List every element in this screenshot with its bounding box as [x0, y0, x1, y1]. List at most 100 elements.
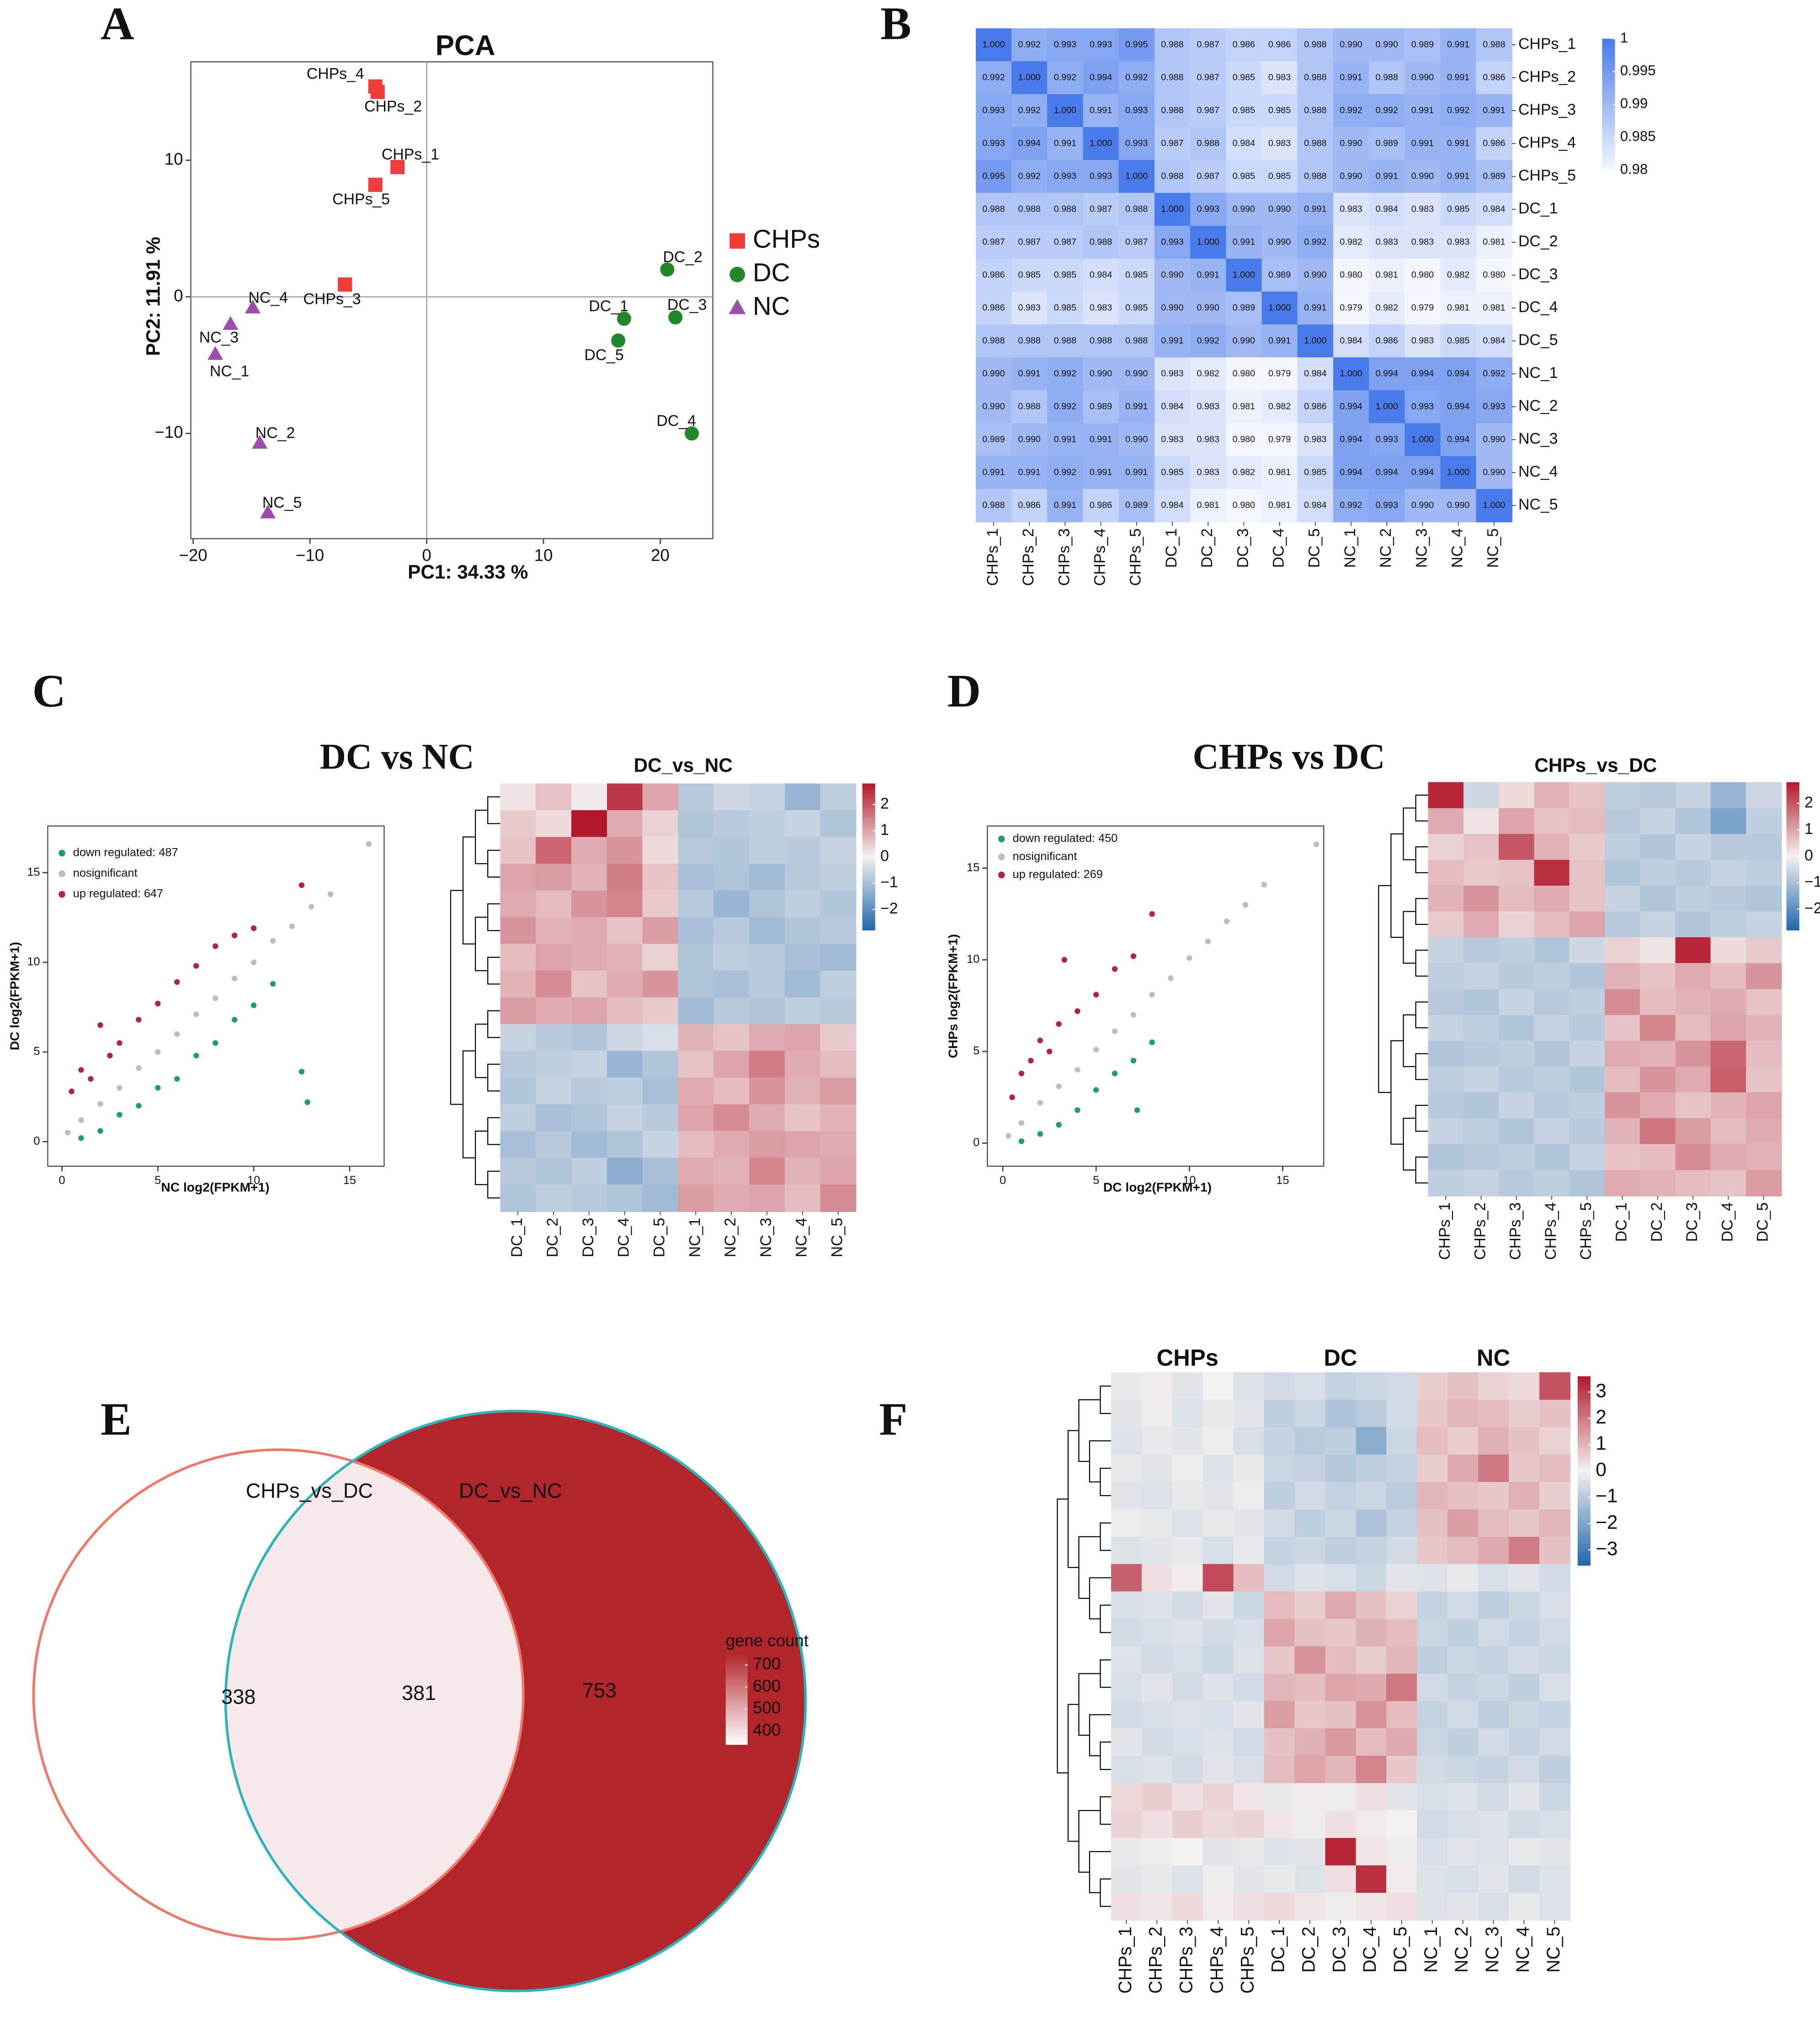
cell — [1640, 1092, 1676, 1119]
cell-label: 0.990 — [1197, 303, 1219, 313]
cell — [1333, 61, 1370, 95]
legend-label: CHPs — [753, 224, 820, 253]
cell — [1203, 1536, 1234, 1565]
cell-label: 0.990 — [1411, 72, 1434, 82]
dendrogram — [462, 1050, 476, 1158]
cell — [1118, 259, 1155, 292]
cell-label: 0.990 — [1411, 500, 1434, 510]
cell — [1356, 1646, 1387, 1674]
x-tick-label: 15 — [343, 1174, 356, 1187]
cell-label: 0.991 — [1447, 138, 1469, 148]
cell — [536, 971, 572, 998]
cell-label: 0.991 — [1304, 204, 1326, 214]
cell — [1264, 1400, 1295, 1428]
point — [252, 435, 268, 449]
cell — [1261, 61, 1298, 95]
dendrogram — [1100, 1742, 1111, 1770]
cell — [1141, 1756, 1173, 1784]
cell-label: 0.989 — [982, 434, 1005, 444]
dendrogram — [1415, 1053, 1428, 1080]
cell — [1417, 1619, 1448, 1647]
cell — [1508, 1892, 1540, 1921]
cell — [1172, 1865, 1203, 1893]
cell-label: 0.992 — [1376, 105, 1398, 115]
cell — [1569, 1014, 1606, 1041]
cell-label: 0.985 — [1268, 105, 1291, 115]
cell — [1264, 1728, 1295, 1757]
cell — [1154, 127, 1191, 161]
count-label: 338 — [221, 1685, 255, 1709]
cell-label: 0.992 — [1054, 401, 1076, 411]
cell — [1083, 390, 1119, 424]
cell — [713, 1024, 750, 1051]
cell-label: 0.983 — [1161, 434, 1183, 444]
cell — [1083, 160, 1119, 194]
cell — [1369, 226, 1405, 260]
point-label: CHPs_3 — [303, 290, 361, 308]
cell — [1011, 94, 1048, 128]
cell-label: 0.991 — [1268, 335, 1291, 345]
point — [1037, 1131, 1043, 1137]
point-label: CHPs_5 — [332, 191, 390, 208]
cell — [536, 917, 572, 945]
cell-label: 0.983 — [1268, 72, 1291, 82]
cell — [1569, 937, 1606, 964]
cell — [1297, 160, 1334, 194]
cell — [1569, 911, 1606, 938]
cell-label: 0.980 — [1411, 270, 1434, 280]
panel-label: F — [879, 1393, 907, 1444]
cell — [1294, 1509, 1326, 1537]
cell-label: 0.985 — [1161, 467, 1183, 477]
cell-label: 0.982 — [1233, 467, 1255, 477]
point-label: DC_1 — [589, 297, 628, 315]
cell — [1141, 1400, 1173, 1428]
cell-label: 0.991 — [982, 467, 1005, 477]
cell — [1499, 834, 1535, 860]
cell — [642, 1078, 679, 1105]
cell — [1508, 1591, 1540, 1620]
cell-label: 0.990 — [1233, 335, 1255, 345]
cell — [500, 997, 537, 1025]
cell — [713, 783, 750, 811]
dendrogram — [487, 1063, 500, 1092]
point — [338, 277, 352, 292]
point — [136, 1017, 142, 1023]
cell — [1154, 28, 1191, 62]
cell — [1226, 324, 1262, 358]
cell-label: 0.991 — [1411, 105, 1434, 115]
cell — [749, 1104, 786, 1132]
point — [97, 1101, 103, 1107]
cell-label: 0.993 — [1125, 105, 1148, 115]
cell — [975, 489, 1012, 523]
plot-frame — [987, 825, 1325, 1167]
cell-label: 0.992 — [1483, 368, 1505, 378]
cell — [749, 971, 786, 998]
cell — [1294, 1701, 1326, 1729]
cell — [1675, 1067, 1711, 1093]
y-axis-label: DC log2(FPKM+1) — [7, 942, 21, 1050]
cell-label: 0.984 — [1161, 500, 1183, 510]
cell — [1356, 1892, 1387, 1921]
point — [107, 1052, 113, 1059]
row-label: CHPs_3 — [1518, 101, 1576, 118]
cell — [1417, 1756, 1448, 1784]
cell-label: 0.989 — [1090, 401, 1112, 411]
cell — [1226, 226, 1262, 260]
cell — [1226, 259, 1262, 292]
cell — [1746, 1092, 1782, 1119]
cell — [1011, 193, 1048, 227]
cell — [1141, 1591, 1173, 1620]
dendrogram — [487, 796, 500, 824]
cell-label: 0.984 — [1483, 335, 1505, 345]
cell-label: 0.989 — [1411, 39, 1434, 49]
cell-label: 0.986 — [1304, 401, 1326, 411]
cell-label: 0.988 — [1090, 237, 1112, 247]
cell — [1325, 1564, 1357, 1592]
cell — [820, 997, 857, 1025]
cell — [1710, 989, 1747, 1015]
x-tick-label: 20 — [651, 546, 670, 564]
cell — [1226, 423, 1262, 457]
cell — [1428, 885, 1464, 912]
cell — [1264, 1591, 1295, 1620]
cell-label: 0.983 — [1411, 237, 1434, 247]
